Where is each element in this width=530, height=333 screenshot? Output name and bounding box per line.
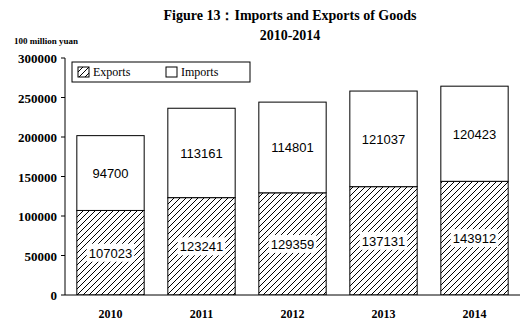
- data-label: 129359: [271, 237, 314, 252]
- y-tick-label: 100000: [18, 209, 57, 224]
- label-bg: [360, 130, 408, 148]
- x-tick-label: 2013: [372, 307, 396, 321]
- y-tick: [61, 295, 65, 296]
- y-label: 100 million yuan: [14, 36, 78, 46]
- y-tick-label: 200000: [18, 130, 57, 145]
- label-bg: [91, 164, 131, 182]
- legend-box: [72, 62, 250, 82]
- bar: [168, 108, 235, 197]
- data-label: 107023: [89, 246, 132, 261]
- y-tick: [61, 58, 65, 59]
- y-tick: [61, 97, 65, 98]
- bar: [259, 193, 326, 295]
- x-tick-label: 2014: [463, 307, 487, 321]
- legend-swatch: [166, 67, 177, 77]
- y-tick: [61, 255, 65, 256]
- title: Figure 13：Imports and Exports of Goods: [164, 8, 417, 23]
- bar: [441, 86, 508, 181]
- label-bg: [269, 138, 317, 156]
- x-tick-label: 2011: [190, 307, 213, 321]
- label-bg: [269, 235, 317, 253]
- label-bg: [451, 125, 499, 143]
- subtitle: 2010-2014: [260, 28, 321, 43]
- legend-label: Imports: [181, 65, 219, 79]
- label-bg: [451, 229, 499, 247]
- y-tick: [61, 216, 65, 217]
- bar: [77, 210, 144, 295]
- y-tick-label: 150000: [18, 170, 57, 185]
- data-label: 137131: [362, 234, 405, 249]
- label-bg: [360, 232, 408, 250]
- data-label: 123241: [180, 239, 223, 254]
- bar: [77, 136, 144, 211]
- y-tick-label: 300000: [18, 51, 57, 66]
- x-tick-label: 2012: [281, 307, 305, 321]
- bar: [350, 91, 417, 187]
- legend-label: Exports: [93, 65, 131, 79]
- data-label: 113161: [180, 146, 222, 161]
- bar: [168, 198, 235, 295]
- data-labels: 107023 94700 123241 113161 129359 114801 13713…: [87, 125, 499, 262]
- data-label: 94700: [92, 166, 128, 181]
- bar: [350, 187, 417, 295]
- bars: [77, 86, 508, 295]
- y-tick-label: 250000: [18, 91, 57, 106]
- chart-svg: Figure 13：Imports and Exports of Goods 20…: [0, 0, 530, 333]
- x-axis: [65, 295, 520, 296]
- data-label: 120423: [453, 127, 496, 142]
- y-tick-label: 0: [51, 288, 58, 303]
- label-bg: [178, 144, 226, 162]
- y-tick: [61, 176, 65, 177]
- legend-swatch: [78, 67, 89, 77]
- data-label: 114801: [271, 140, 313, 155]
- legend: Exports Imports: [72, 62, 250, 82]
- bar: [259, 102, 326, 193]
- y-tick: [61, 137, 65, 138]
- y-tick-label: 50000: [25, 249, 58, 264]
- data-label: 121037: [362, 132, 405, 147]
- data-label: 143912: [453, 231, 496, 246]
- chart-container: Figure 13：Imports and Exports of Goods 20…: [0, 0, 530, 333]
- bar: [441, 181, 508, 295]
- label-bg: [87, 244, 135, 262]
- x-tick-label: 2010: [99, 307, 123, 321]
- label-bg: [178, 237, 226, 255]
